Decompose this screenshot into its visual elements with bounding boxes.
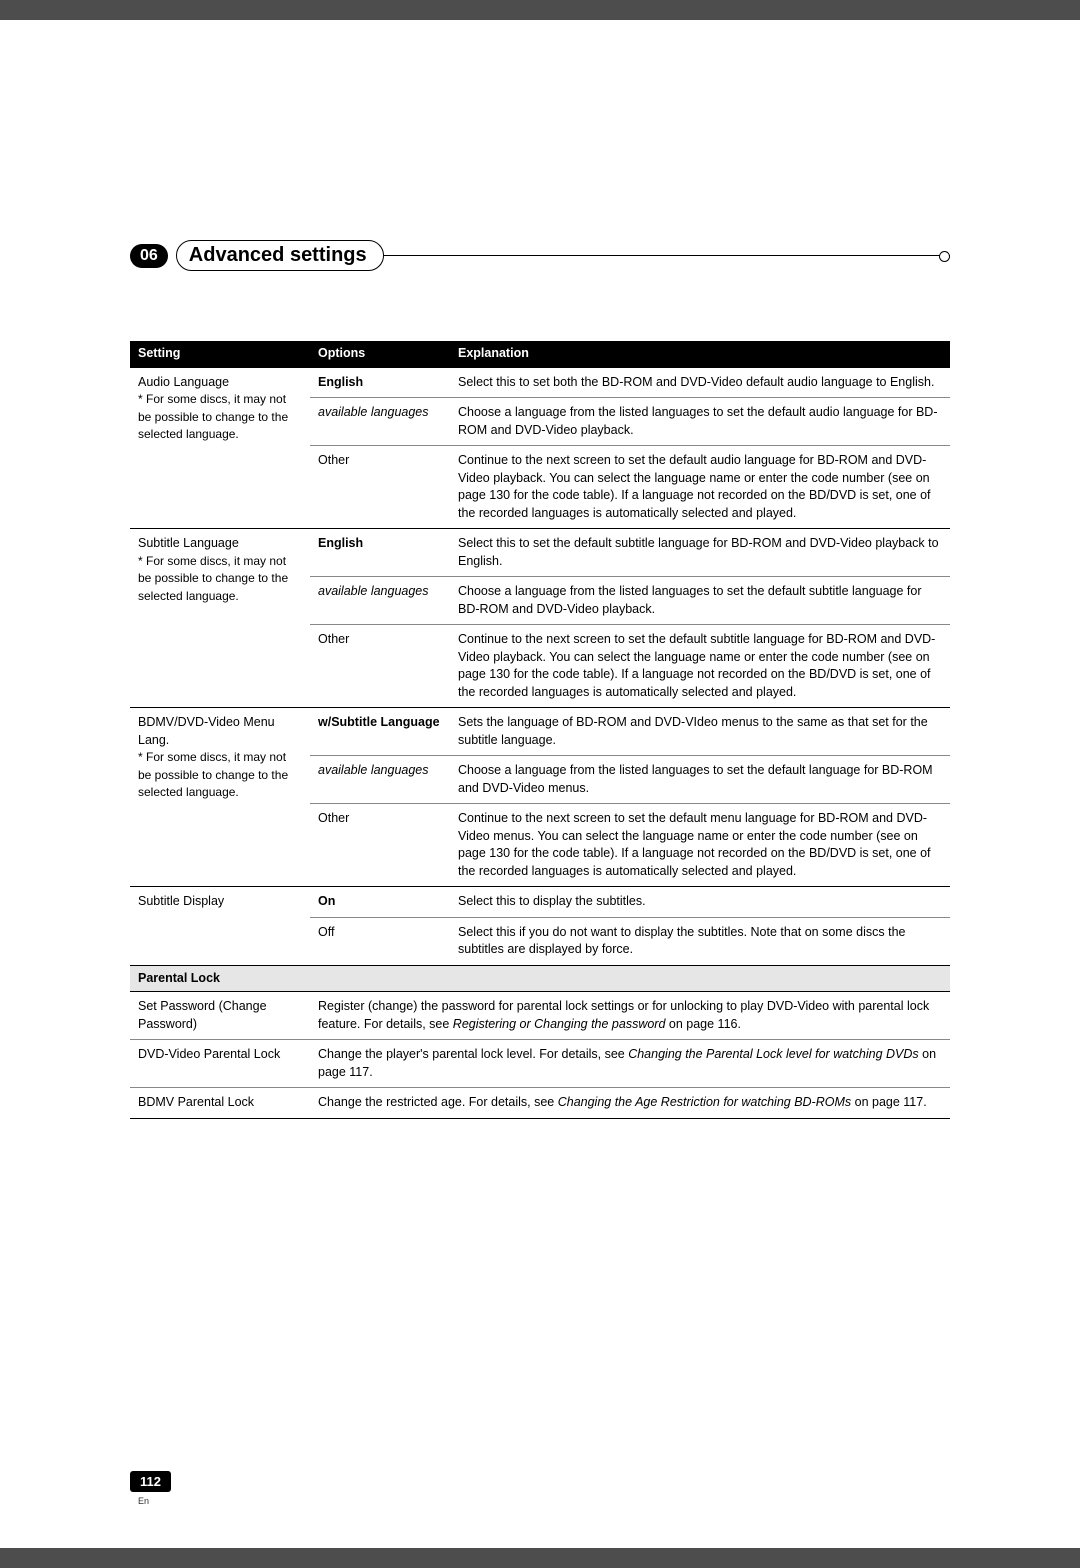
setting-cell: DVD-Video Parental Lock <box>130 1040 310 1088</box>
chapter-title: Advanced settings <box>176 240 384 271</box>
table-row: BDMV/DVD-Video Menu Lang.* For some disc… <box>130 708 950 756</box>
setting-cell: Set Password (Change Password) <box>130 992 310 1040</box>
explanation-cell: Change the player's parental lock level.… <box>310 1040 950 1088</box>
settings-table: Setting Options Explanation Audio Langua… <box>130 341 950 1119</box>
setting-cell: Subtitle Display <box>130 887 310 966</box>
chapter-number-badge: 06 <box>130 244 168 268</box>
col-header-explanation: Explanation <box>450 341 950 367</box>
explanation-cell: Register (change) the password for paren… <box>310 992 950 1040</box>
table-header-row: Setting Options Explanation <box>130 341 950 367</box>
explanation-cell: Continue to the next screen to set the d… <box>450 446 950 529</box>
explanation-cell: Select this to set both the BD-ROM and D… <box>450 367 950 398</box>
table-row: Set Password (Change Password)Register (… <box>130 992 950 1040</box>
option-cell: English <box>310 529 450 577</box>
explanation-cell: Sets the language of BD-ROM and DVD-VIde… <box>450 708 950 756</box>
setting-note: * For some discs, it may not be possible… <box>138 750 288 799</box>
setting-cell: Subtitle Language* For some discs, it ma… <box>130 529 310 708</box>
explanation-cell: Choose a language from the listed langua… <box>450 756 950 804</box>
option-cell: available languages <box>310 577 450 625</box>
option-cell: Off <box>310 917 450 965</box>
option-cell: w/Subtitle Language <box>310 708 450 756</box>
option-cell: available languages <box>310 398 450 446</box>
col-header-setting: Setting <box>130 341 310 367</box>
chapter-header: 06 Advanced settings <box>130 240 950 271</box>
col-header-options: Options <box>310 341 450 367</box>
setting-cell: Audio Language* For some discs, it may n… <box>130 367 310 529</box>
setting-note: * For some discs, it may not be possible… <box>138 392 288 441</box>
setting-note: * For some discs, it may not be possible… <box>138 554 288 603</box>
explanation-cell: Select this if you do not want to displa… <box>450 917 950 965</box>
option-cell: Other <box>310 625 450 708</box>
section-header-row: Parental Lock <box>130 965 950 992</box>
chapter-title-wrap: Advanced settings <box>176 240 950 271</box>
page-language: En <box>138 1496 149 1506</box>
header-rule <box>384 255 950 256</box>
option-cell: Other <box>310 804 450 887</box>
explanation-cell: Choose a language from the listed langua… <box>450 577 950 625</box>
explanation-cell: Change the restricted age. For details, … <box>310 1088 950 1119</box>
manual-page: 06 Advanced settings Setting Options Exp… <box>0 20 1080 1548</box>
table-row: BDMV Parental LockChange the restricted … <box>130 1088 950 1119</box>
page-number-badge: 112 <box>130 1471 171 1492</box>
setting-cell: BDMV/DVD-Video Menu Lang.* For some disc… <box>130 708 310 887</box>
option-cell: English <box>310 367 450 398</box>
explanation-cell: Continue to the next screen to set the d… <box>450 804 950 887</box>
explanation-cell: Continue to the next screen to set the d… <box>450 625 950 708</box>
table-row: Subtitle Language* For some discs, it ma… <box>130 529 950 577</box>
table-row: Subtitle DisplayOnSelect this to display… <box>130 887 950 918</box>
option-cell: On <box>310 887 450 918</box>
option-cell: available languages <box>310 756 450 804</box>
option-cell: Other <box>310 446 450 529</box>
explanation-cell: Choose a language from the listed langua… <box>450 398 950 446</box>
explanation-cell: Select this to set the default subtitle … <box>450 529 950 577</box>
table-row: DVD-Video Parental LockChange the player… <box>130 1040 950 1088</box>
explanation-cell: Select this to display the subtitles. <box>450 887 950 918</box>
table-body: Audio Language* For some discs, it may n… <box>130 367 950 1118</box>
setting-cell: BDMV Parental Lock <box>130 1088 310 1119</box>
table-row: Audio Language* For some discs, it may n… <box>130 367 950 398</box>
section-title-cell: Parental Lock <box>130 965 950 992</box>
